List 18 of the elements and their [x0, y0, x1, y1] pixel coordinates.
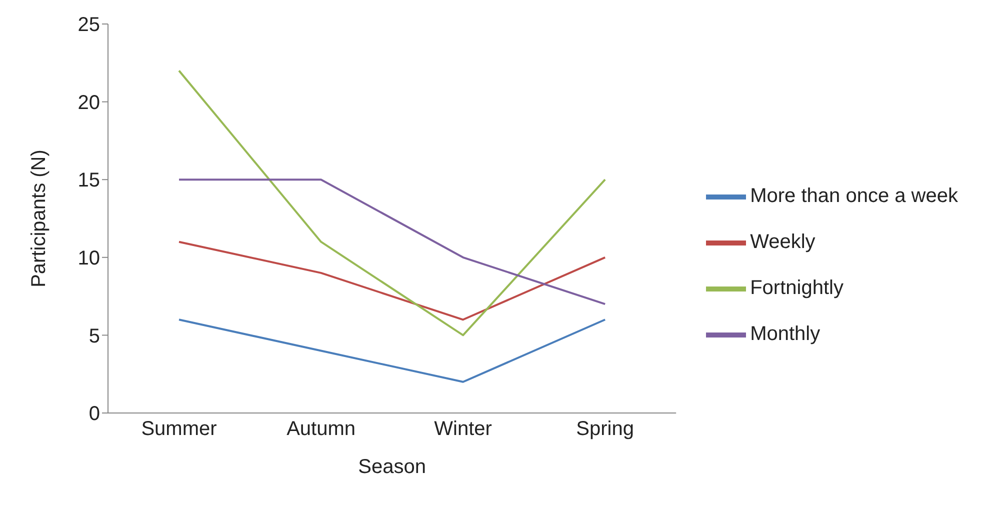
y-tick-label: 15 [78, 170, 100, 192]
y-tick-label: 25 [78, 14, 100, 36]
line-series [178, 240, 606, 321]
y-tick-label: 5 [88, 325, 100, 348]
x-tick-label: Autumn [286, 418, 356, 440]
x-tick-label: Spring [576, 418, 634, 440]
legend-label: Monthly [750, 322, 820, 344]
x-axis-title: Season [358, 456, 426, 478]
legend-label: Weekly [750, 230, 816, 252]
y-axis-title: Participants (N) [28, 150, 50, 288]
y-tick-label: 0 [88, 403, 100, 426]
legend-label: Fortnightly [750, 276, 844, 298]
y-tick-label: 20 [78, 92, 100, 114]
legend-label: More than once a week [750, 184, 958, 206]
y-tick-label: 10 [78, 248, 100, 270]
x-tick-label: Summer [141, 418, 218, 440]
line-series [178, 70, 606, 336]
x-tick-label: Winter [434, 418, 492, 440]
